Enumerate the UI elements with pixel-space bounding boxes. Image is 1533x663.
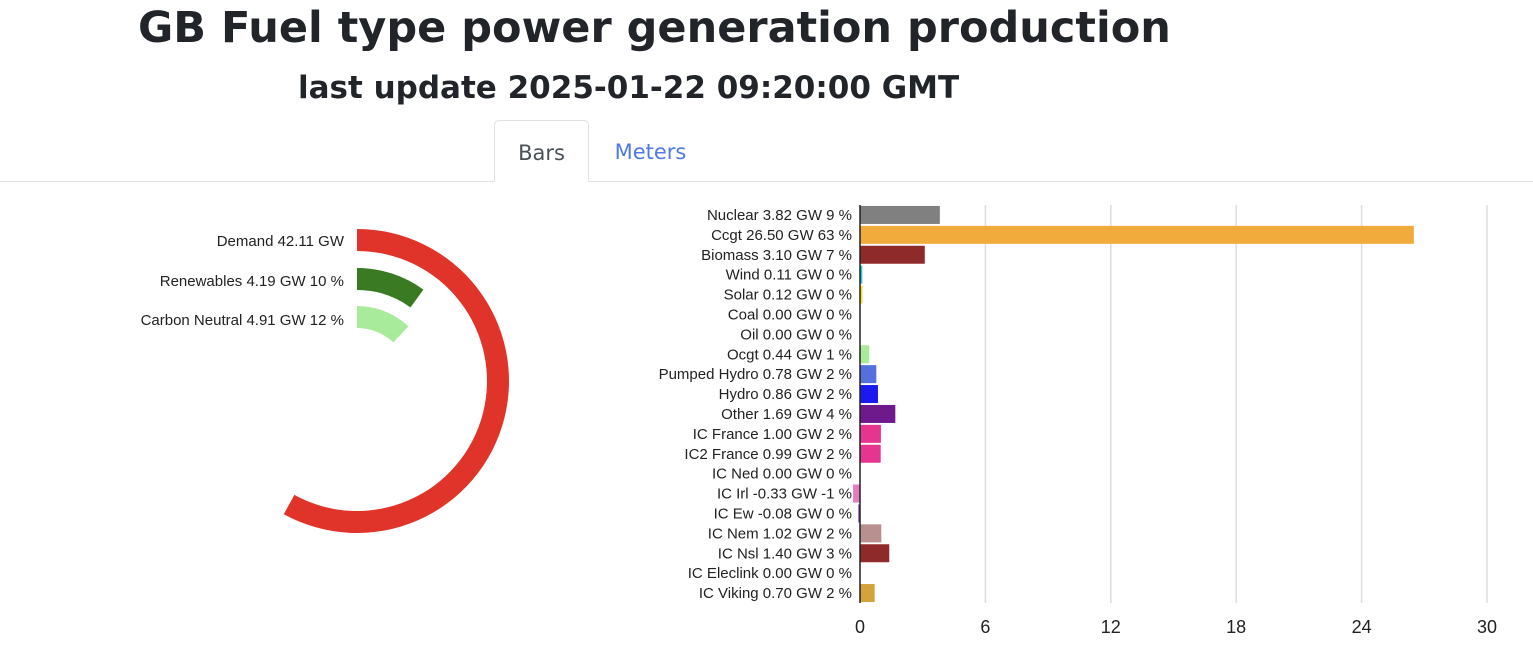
bar-label-6: Oil 0.00 GW 0 % bbox=[740, 326, 852, 343]
tick-label-5: 30 bbox=[1477, 617, 1497, 637]
bar-label-11: IC France 1.00 GW 2 % bbox=[693, 426, 852, 443]
bar-11 bbox=[860, 424, 881, 443]
bar-label-2: Biomass 3.10 GW 7 % bbox=[701, 247, 852, 264]
last-update-subtitle: last update 2025-01-22 09:20:00 GMT bbox=[298, 70, 960, 106]
gauge-label-0: Demand 42.11 GW bbox=[217, 233, 345, 250]
bar-label-4: Solar 0.12 GW 0 % bbox=[724, 287, 852, 304]
gauge-arc-2 bbox=[357, 306, 409, 343]
bar-label-9: Hydro 0.86 GW 2 % bbox=[719, 386, 852, 403]
bar-label-10: Other 1.69 GW 4 % bbox=[721, 406, 852, 423]
bar-3 bbox=[860, 265, 863, 284]
gauge-label-2: Carbon Neutral 4.91 GW 12 % bbox=[141, 312, 344, 329]
bar-14 bbox=[853, 484, 860, 503]
bar-label-15: IC Ew -0.08 GW 0 % bbox=[714, 505, 852, 522]
bar-label-14: IC Irl -0.33 GW -1 % bbox=[717, 486, 852, 503]
bar-15 bbox=[858, 504, 860, 523]
bar-label-7: Ocgt 0.44 GW 1 % bbox=[727, 346, 852, 363]
page-title: GB Fuel type power generation production bbox=[138, 3, 1171, 53]
bar-label-0: Nuclear 3.82 GW 9 % bbox=[707, 207, 852, 224]
bar-2 bbox=[860, 245, 925, 264]
bar-17 bbox=[860, 544, 890, 563]
bar-7 bbox=[860, 345, 870, 364]
tick-label-0: 0 bbox=[855, 617, 865, 637]
bar-1 bbox=[860, 225, 1414, 244]
bar-16 bbox=[860, 524, 882, 543]
bar-label-5: Coal 0.00 GW 0 % bbox=[728, 306, 852, 323]
gauge-arc-0 bbox=[283, 229, 509, 533]
gauge-arc-1 bbox=[357, 268, 424, 308]
tab-meters[interactable]: Meters bbox=[614, 140, 687, 164]
generation-gauge: Demand 42.11 GW Renewables 4.19 GW 10 % Ca… bbox=[141, 229, 509, 533]
bar-4 bbox=[860, 285, 863, 304]
tick-label-2: 12 bbox=[1101, 617, 1121, 637]
tick-label-4: 24 bbox=[1352, 617, 1372, 637]
bar-label-19: IC Viking 0.70 GW 2 % bbox=[699, 585, 852, 602]
bar-10 bbox=[860, 404, 896, 423]
bar-label-3: Wind 0.11 GW 0 % bbox=[726, 267, 852, 284]
bar-label-1: Ccgt 26.50 GW 63 % bbox=[711, 227, 852, 244]
bar-label-16: IC Nem 1.02 GW 2 % bbox=[708, 525, 852, 542]
tab-bars[interactable]: Bars bbox=[494, 120, 589, 182]
bar-label-8: Pumped Hydro 0.78 GW 2 % bbox=[659, 366, 852, 383]
bar-label-17: IC Nsl 1.40 GW 3 % bbox=[718, 545, 852, 562]
bar-19 bbox=[860, 584, 875, 603]
bar-label-12: IC2 France 0.99 GW 2 % bbox=[684, 446, 852, 463]
gauge-label-1: Renewables 4.19 GW 10 % bbox=[160, 273, 344, 290]
bar-0 bbox=[860, 205, 940, 224]
view-tabs: Bars Meters bbox=[0, 120, 1533, 182]
bar-8 bbox=[860, 365, 877, 384]
bar-label-13: IC Ned 0.00 GW 0 % bbox=[712, 466, 852, 483]
tick-label-1: 6 bbox=[980, 617, 990, 637]
tick-label-3: 18 bbox=[1226, 617, 1246, 637]
bar-label-18: IC Eleclink 0.00 GW 0 % bbox=[688, 565, 852, 582]
bar-12 bbox=[860, 444, 881, 463]
bar-9 bbox=[860, 385, 878, 404]
